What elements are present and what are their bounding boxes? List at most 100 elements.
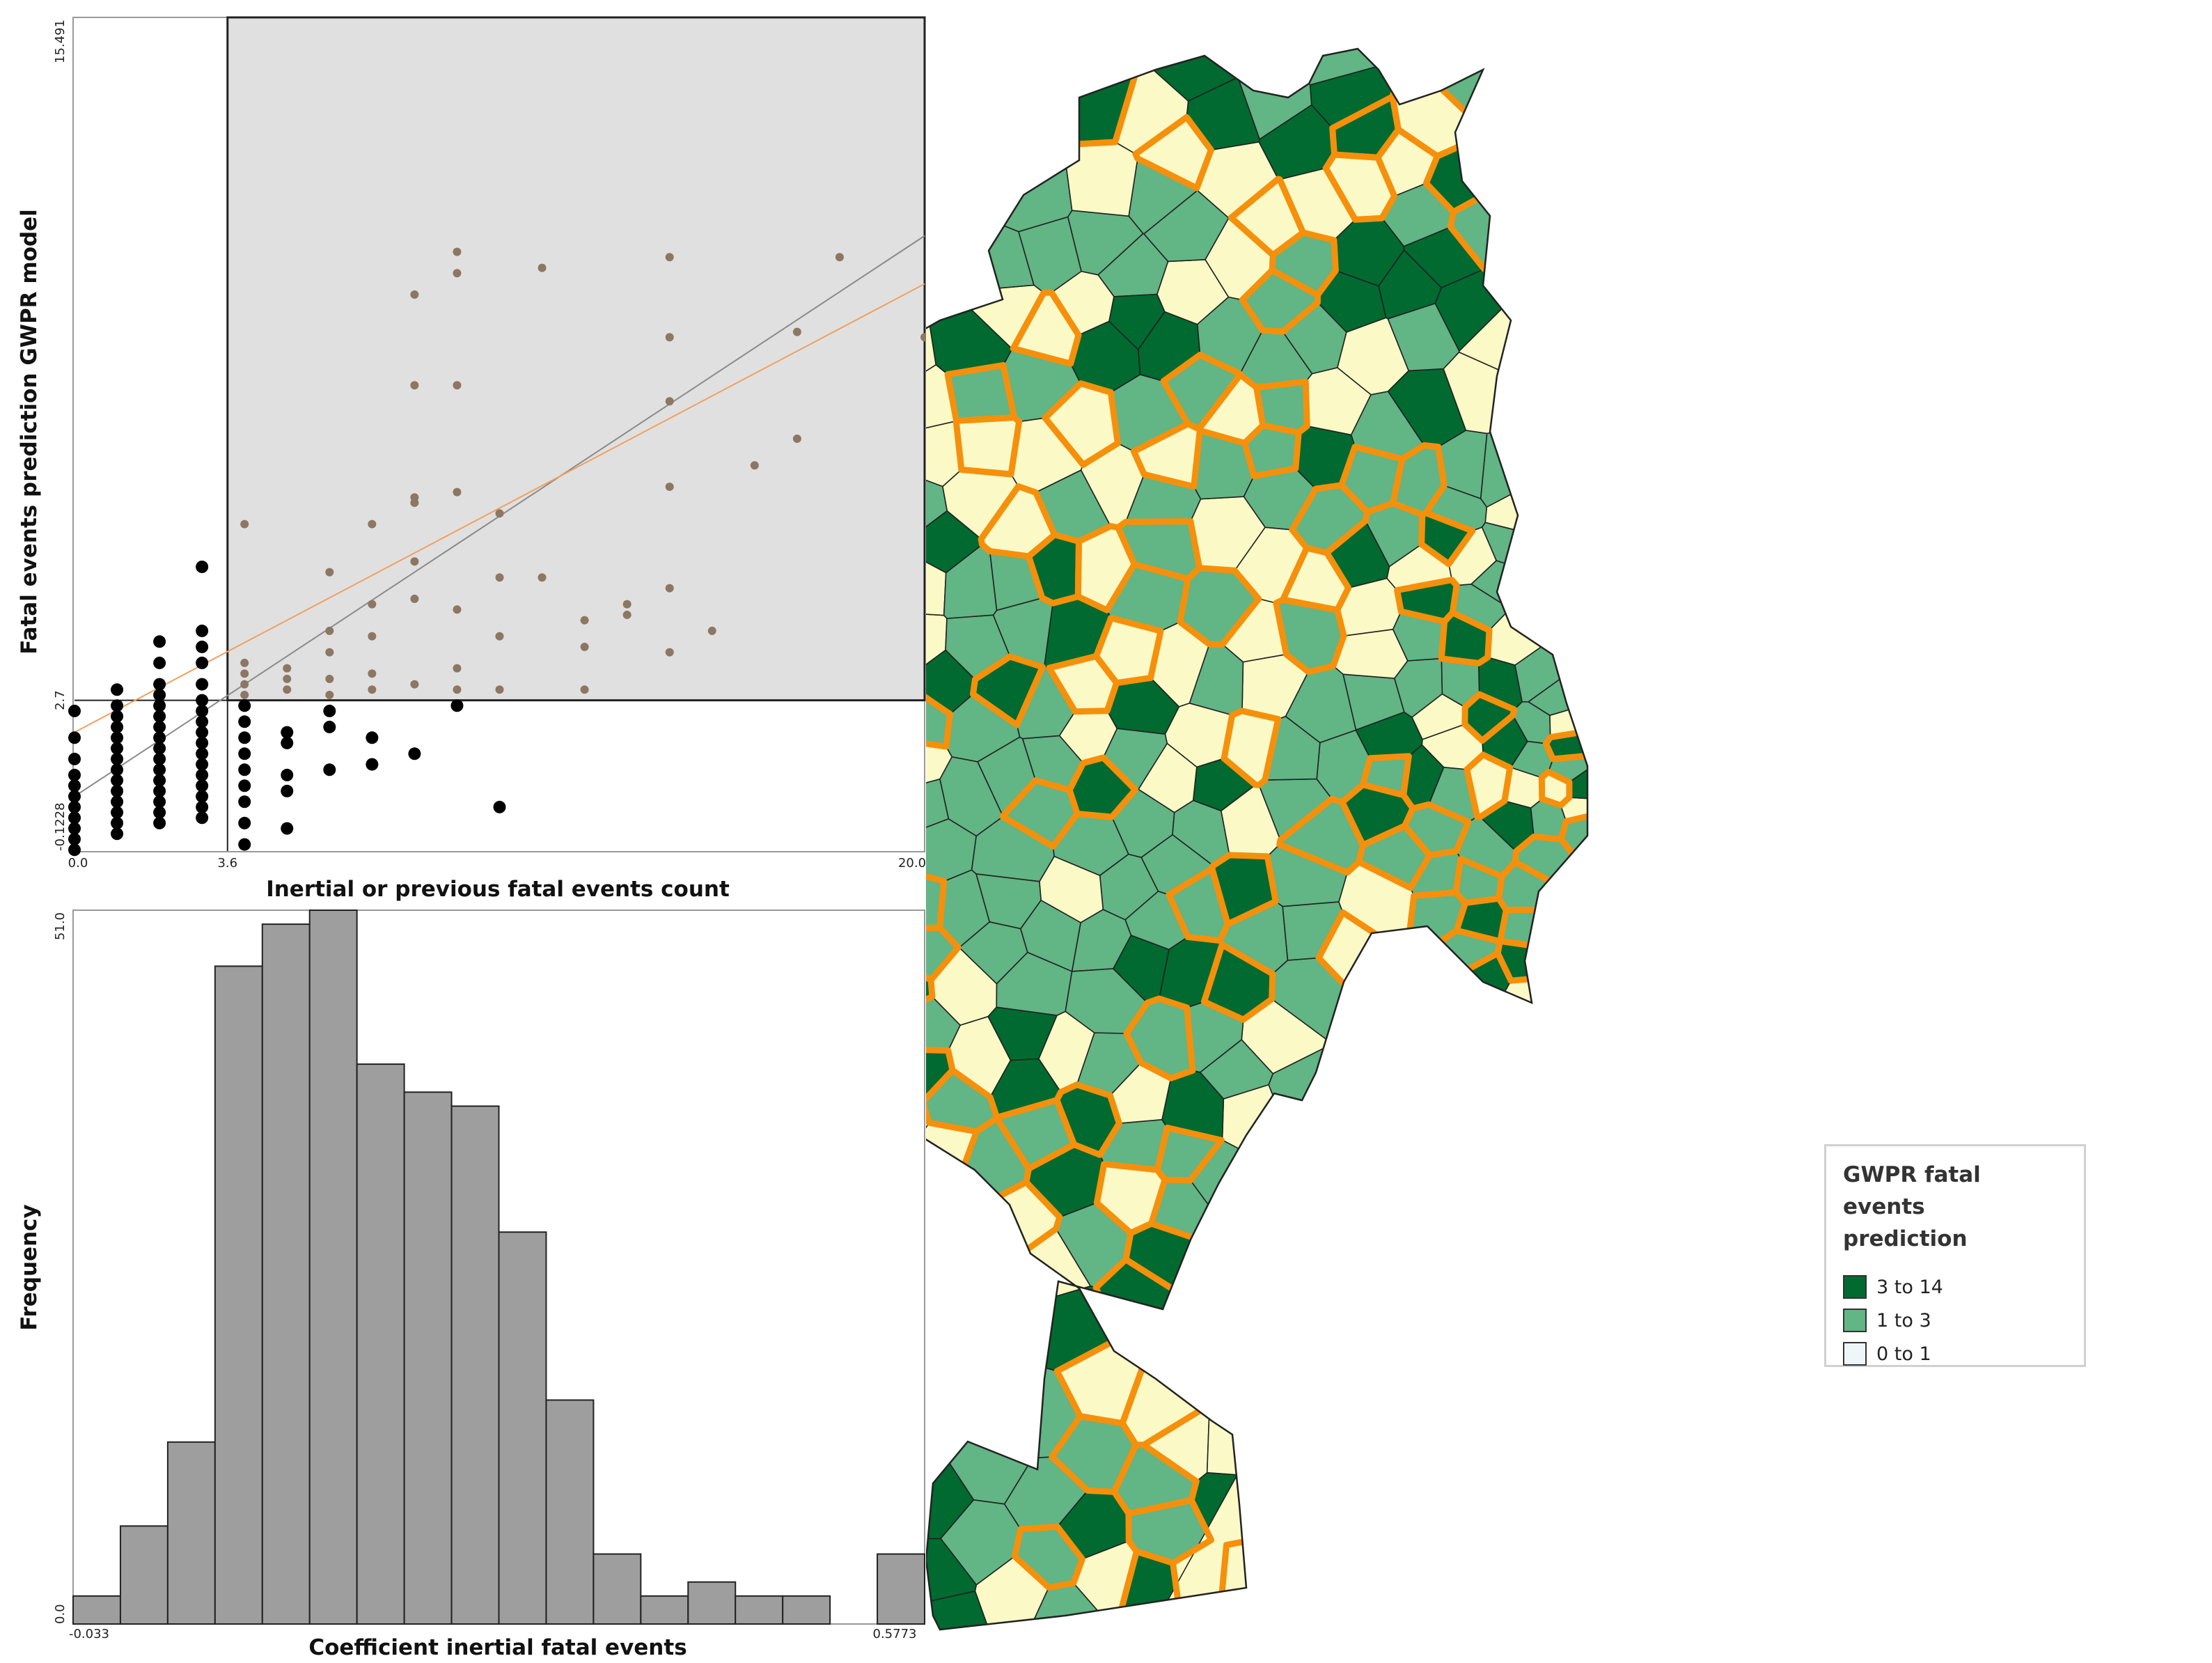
highlighted-district-outline: [1066, 754, 1139, 820]
scatter-point: [68, 704, 81, 717]
highlighted-district-outline: [1011, 1523, 1085, 1591]
scatter-point: [493, 800, 506, 813]
scatter-point: [622, 600, 632, 609]
y-tick-threshold: 2.7: [53, 690, 68, 710]
scatter-point: [453, 381, 462, 390]
scatter-point: [410, 493, 419, 502]
map-district: [1062, 141, 1138, 217]
scatter-point: [410, 557, 419, 566]
map-district: [1268, 1043, 1587, 1460]
histogram-bar: [545, 1399, 595, 1625]
highlighted-district-outline: [1026, 531, 1082, 607]
map-district: [1479, 800, 1535, 852]
scatter-point: [408, 747, 421, 760]
scatter-point: [68, 731, 81, 744]
y-tick-top: 15.491: [53, 19, 68, 63]
histogram-bar: [687, 1581, 737, 1625]
legend-label-high: 3 to 14: [1876, 1276, 1943, 1298]
highlighted-district-outline: [1195, 371, 1266, 446]
scatter-point: [153, 710, 166, 723]
choropleth-map-panel: [926, 0, 2212, 1663]
highlighted-district-outline: [1132, 114, 1214, 192]
scatter-point: [281, 726, 294, 739]
highlighted-district-outline: [952, 414, 1023, 478]
scatter-point: [368, 600, 377, 609]
scatter-point: [68, 752, 81, 765]
scatter-point: [153, 678, 166, 691]
map-district: [926, 49, 937, 394]
scatter-point: [665, 648, 674, 657]
scatter-point: [281, 784, 294, 797]
map-district: [1443, 351, 1587, 435]
highlighted-district-outline: [1010, 289, 1082, 367]
y-axis-title: Fatal events prediction GWPR model: [17, 209, 42, 655]
legend-swatch-low: [1843, 1342, 1867, 1366]
scatter-point: [240, 520, 249, 529]
scatter-point: [750, 461, 759, 470]
highlighted-district-outline: [1112, 1548, 1186, 1630]
scatter-point: [453, 269, 462, 278]
map-district: [1366, 952, 1512, 1242]
scatter-point: [240, 669, 249, 678]
scatter-point: [665, 397, 674, 406]
histogram-bar: [877, 1553, 925, 1625]
scatter-point: [368, 669, 377, 678]
scatter-point: [453, 664, 462, 673]
highlighted-district-outline: [926, 871, 948, 933]
scatter-point: [68, 832, 81, 845]
scatter-point: [368, 520, 377, 529]
highlighted-district-outline: [1390, 442, 1448, 518]
scatter-point: [580, 642, 589, 651]
scatter-point: [238, 731, 251, 744]
scatter-point: [111, 710, 124, 723]
scatter-point: [323, 720, 336, 733]
map-district: [1497, 940, 1587, 982]
scatter-point: [153, 635, 166, 648]
legend-label-low: 0 to 1: [1876, 1343, 1931, 1365]
highlighted-district-outline: [1053, 1082, 1122, 1158]
scatter-plot-panel: 15.491 2.7 -0.1228 0.0 3.6 20.0 Inertial…: [0, 0, 926, 905]
scatter-point: [68, 768, 81, 781]
scatter-point: [153, 784, 166, 797]
scatter-point: [453, 685, 462, 694]
scatter-point: [196, 624, 209, 637]
scatter-point: [366, 731, 379, 744]
histogram-bar: [403, 1091, 453, 1625]
scatter-point: [68, 779, 81, 793]
scatter-point: [153, 656, 166, 669]
legend-title-line-1: GWPR fatal events: [1843, 1162, 1981, 1219]
scatter-point: [920, 333, 926, 342]
map-district: [1109, 1062, 1172, 1124]
scatter-point: [238, 838, 251, 851]
scatter-point: [792, 327, 801, 336]
scatter-point: [111, 731, 124, 744]
highlighted-district-outline: [1154, 1124, 1225, 1184]
scatter-point: [238, 816, 251, 829]
scatter-point: [111, 752, 124, 765]
highlighted-district-outline: [970, 653, 1046, 728]
highlighted-district-outline: [1538, 768, 1573, 809]
highlighted-district-outline: [1329, 93, 1402, 161]
scatter-point: [153, 774, 166, 787]
map-legend: GWPR fatal events prediction 3 to 14 1 t…: [1824, 1144, 2086, 1367]
scatter-point: [153, 806, 166, 819]
scatter-point: [665, 253, 674, 262]
highlighted-district-outline: [1177, 565, 1262, 648]
scatter-point: [196, 758, 209, 771]
scatter-point: [325, 568, 334, 577]
scatter-point: [111, 784, 124, 797]
highlighted-district-outline: [1214, 1480, 1587, 1630]
scatter-point: [153, 699, 166, 712]
region-boundary: [926, 47, 1589, 1631]
scatter-point: [238, 715, 251, 728]
highlighted-district-outline: [1542, 726, 1587, 763]
scatter-point: [196, 811, 209, 825]
highlighted-district-outline: [1394, 577, 1460, 625]
scatter-point: [283, 674, 292, 683]
histogram-bar: [356, 1063, 405, 1625]
scatter-point: [283, 664, 292, 673]
highlighted-district-outline: [1092, 614, 1164, 687]
scatter-point: [495, 632, 504, 641]
scatter-point: [111, 720, 124, 733]
scatter-point: [238, 763, 251, 776]
